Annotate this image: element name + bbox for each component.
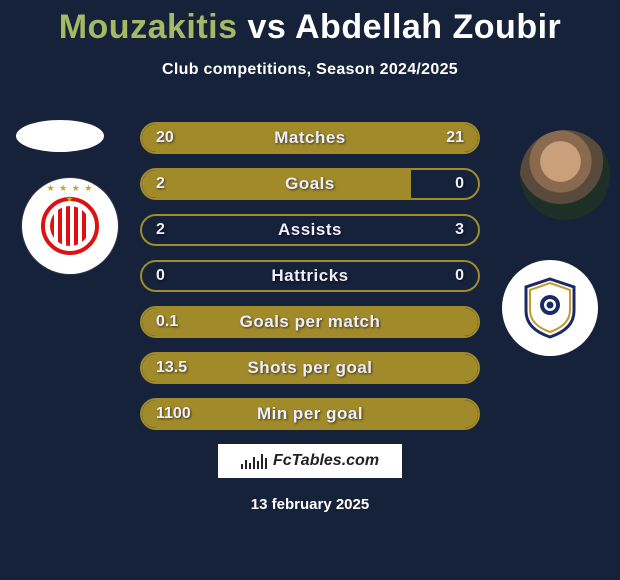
club-stars-icon: ★ ★ ★ ★ ★	[45, 183, 95, 205]
brand-bars-icon	[241, 453, 267, 469]
stat-label: Hattricks	[142, 266, 478, 286]
stats-list: 20Matches212Goals02Assists30Hattricks00.…	[140, 122, 480, 444]
vs-text: vs	[247, 8, 286, 46]
stat-right-value: 0	[455, 267, 464, 285]
stat-label: Assists	[142, 220, 478, 240]
stat-label: Goals	[142, 174, 478, 194]
stat-row: 1100Min per goal	[140, 398, 480, 430]
stat-right-value: 21	[446, 129, 464, 147]
stat-right-value: 3	[455, 221, 464, 239]
player2-name: Abdellah Zoubir	[295, 8, 561, 46]
stat-label: Shots per goal	[142, 358, 478, 378]
player1-club-badge-icon: ★ ★ ★ ★ ★	[22, 178, 118, 274]
generated-date: 13 february 2025	[0, 496, 620, 513]
stat-label: Min per goal	[142, 404, 478, 424]
player2-avatar-icon	[520, 130, 610, 220]
club-stripes-icon	[50, 206, 90, 246]
stat-row: 13.5Shots per goal	[140, 352, 480, 384]
stat-row: 0Hattricks0	[140, 260, 480, 292]
brand-badge: FcTables.com	[218, 444, 402, 478]
stat-label: Goals per match	[142, 312, 478, 332]
player2-club-badge-icon	[502, 260, 598, 356]
stat-row: 0.1Goals per match	[140, 306, 480, 338]
comparison-title: Mouzakitis vs Abdellah Zoubir	[0, 0, 620, 47]
player1-avatar-placeholder-icon	[16, 120, 104, 152]
stat-right-value: 0	[455, 175, 464, 193]
subtitle: Club competitions, Season 2024/2025	[0, 61, 620, 79]
stat-row: 2Goals0	[140, 168, 480, 200]
brand-text: FcTables.com	[273, 452, 379, 470]
stat-label: Matches	[142, 128, 478, 148]
player1-name: Mouzakitis	[59, 8, 238, 46]
stat-row: 2Assists3	[140, 214, 480, 246]
stat-row: 20Matches21	[140, 122, 480, 154]
